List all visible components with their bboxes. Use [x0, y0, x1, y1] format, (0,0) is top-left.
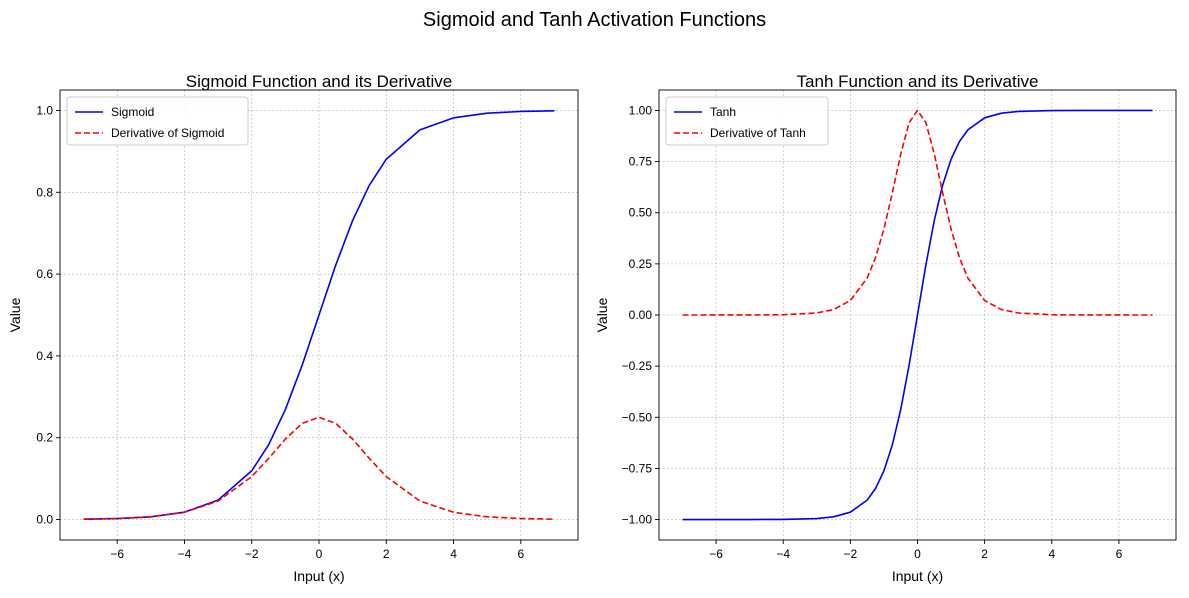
y-tick-label: 0.4 — [36, 349, 53, 363]
x-tick-label: −4 — [776, 547, 790, 561]
y-tick-label: 0.00 — [629, 308, 653, 322]
x-axis-label: Input (x) — [892, 568, 943, 584]
legend-label-2: Derivative of Sigmoid — [111, 126, 224, 140]
chart-panel-1: −6 −4 −2 0 2 4 6 0.0 0.2 0.4 0.6 0.8 1.0 Sigmoid Func… — [7, 72, 579, 584]
legend-box — [66, 96, 249, 146]
x-tick-label: 6 — [517, 547, 524, 561]
y-axis-label: Value — [7, 297, 23, 332]
x-tick-label: −4 — [178, 547, 192, 561]
legend: Tanh Derivative of Tanh — [665, 96, 829, 146]
y-tick-label: 0.75 — [629, 155, 653, 169]
series-line-1 — [83, 110, 555, 520]
series-line-2 — [83, 416, 555, 520]
chart-title: Sigmoid Function and its Derivative — [186, 72, 452, 91]
y-tick-label: 0.25 — [629, 257, 653, 271]
x-tick-label: 6 — [1116, 547, 1123, 561]
x-tick-label: 2 — [981, 547, 988, 561]
legend: Sigmoid Derivative of Sigmoid — [66, 96, 249, 146]
x-tick-label: −6 — [709, 547, 723, 561]
x-tick-label: −2 — [844, 547, 858, 561]
series-line-2 — [682, 109, 1153, 316]
x-tick-label: 0 — [914, 547, 921, 561]
legend-label-1: Sigmoid — [111, 105, 154, 119]
legend-label-1: Tanh — [710, 105, 736, 119]
x-tick-label: 0 — [316, 547, 323, 561]
figure-suptitle: Sigmoid and Tanh Activation Functions — [423, 9, 766, 31]
legend-label-2: Derivative of Tanh — [710, 126, 806, 140]
y-tick-label: 0.8 — [36, 185, 53, 199]
y-tick-label: 0.2 — [36, 431, 53, 445]
y-tick-label: −0.25 — [622, 359, 653, 373]
x-tick-label: −6 — [110, 547, 124, 561]
x-tick-label: −2 — [245, 547, 259, 561]
y-tick-label: −0.50 — [622, 410, 653, 424]
y-tick-label: 0.50 — [629, 206, 653, 220]
series-line-1 — [682, 109, 1153, 521]
y-tick-label: 1.0 — [36, 103, 53, 117]
y-tick-label: −0.75 — [622, 461, 653, 475]
x-tick-label: 4 — [1048, 547, 1055, 561]
y-tick-label: 1.00 — [629, 103, 653, 117]
x-axis-label: Input (x) — [293, 568, 344, 584]
y-tick-label: −1.00 — [622, 513, 653, 527]
x-tick-label: 4 — [450, 547, 457, 561]
y-tick-label: 0.6 — [36, 267, 53, 281]
x-tick-label: 2 — [383, 547, 390, 561]
y-tick-label: 0.0 — [36, 513, 53, 527]
y-axis-label: Value — [594, 297, 610, 332]
legend-box — [665, 96, 829, 146]
chart-title: Tanh Function and its Derivative — [797, 72, 1039, 91]
chart-panel-2: −6 −4 −2 0 2 4 6 −1.00 −0.75 −0.50 −0.25 0.00 0.25 0.… — [594, 72, 1177, 584]
